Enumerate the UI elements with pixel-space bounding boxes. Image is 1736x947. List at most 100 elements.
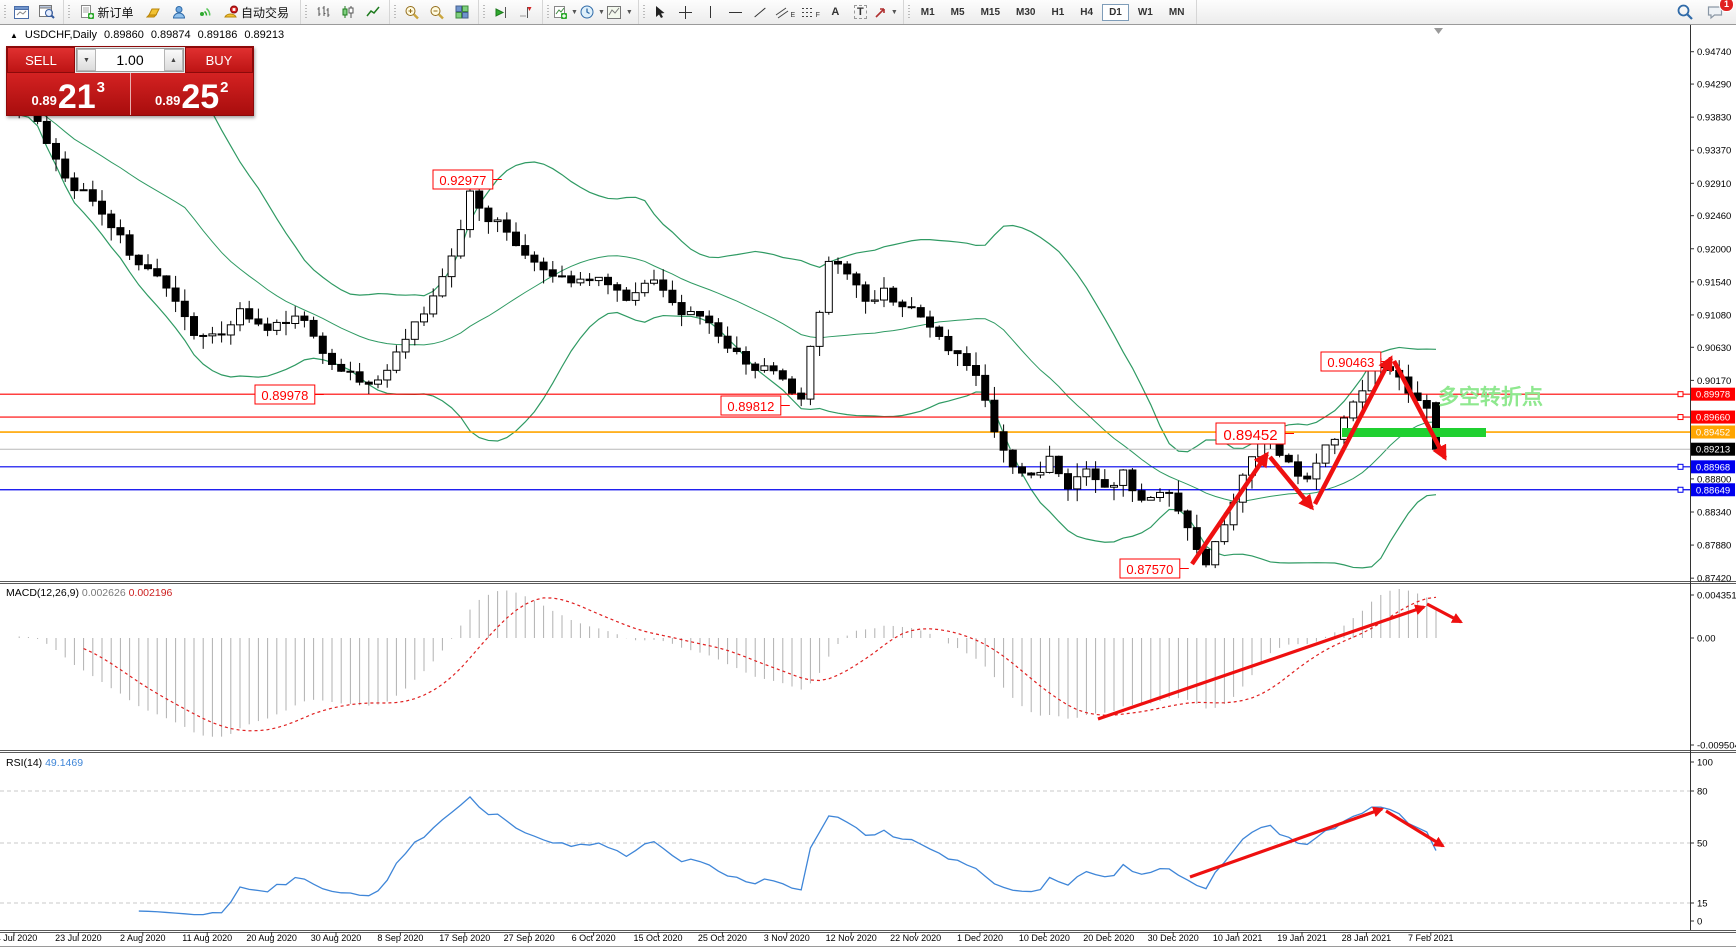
crosshair-tool-button[interactable] (673, 1, 698, 24)
channel-tool-button[interactable]: E (773, 1, 798, 24)
arrows-tool-button[interactable]: ▼ (873, 1, 899, 24)
tile-windows-button[interactable] (449, 1, 474, 24)
indicators-caret-icon: ▼ (571, 8, 578, 16)
channel-e-label: E (790, 11, 796, 19)
timeframe-h1[interactable]: H1 (1051, 6, 1065, 18)
toolbar-group-trade: 新订单 自动交易 (64, 0, 301, 24)
one-click-trading-panel: SELL ▼ 1.00 ▲ BUY 0.89 21 3 0.89 25 2 (6, 46, 254, 116)
text-label-tool-button[interactable]: T (848, 1, 873, 24)
svg-text:10 Jan 2021: 10 Jan 2021 (1213, 933, 1263, 943)
chart-window-button[interactable] (9, 1, 34, 24)
macd-plot (18, 589, 1437, 737)
timeframe-h4[interactable]: H4 (1080, 6, 1094, 18)
autoscroll-button[interactable] (488, 1, 513, 24)
volume-value[interactable]: 1.00 (116, 52, 144, 68)
signals-button[interactable] (191, 1, 216, 24)
hline-tool-button[interactable] (723, 1, 748, 24)
svg-text:15 Oct 2020: 15 Oct 2020 (633, 933, 682, 943)
text-tool-button[interactable]: A (823, 1, 848, 24)
svg-text:12 Nov 2020: 12 Nov 2020 (826, 933, 877, 943)
svg-text:0.89978: 0.89978 (1696, 390, 1730, 401)
candlestick-button[interactable] (335, 1, 360, 24)
symbol-period-label: USDCHF,Daily (24, 29, 98, 41)
indicators-button[interactable]: ▼ (552, 1, 579, 24)
date-axis[interactable]: 14 Jul 2020 23 Jul 2020 2 Aug 2020 11 Aug 2… (0, 932, 1454, 943)
svg-text:6 Oct 2020: 6 Oct 2020 (572, 933, 616, 943)
sell-price[interactable]: 0.89 21 3 (7, 73, 131, 115)
collapse-panel-icon[interactable]: ▲ (10, 30, 18, 40)
svg-text:7 Feb 2021: 7 Feb 2021 (1408, 933, 1454, 943)
svg-text:0.92910: 0.92910 (1697, 179, 1731, 190)
chat-button[interactable]: 1 (1703, 0, 1734, 24)
timeframe-m15[interactable]: M15 (980, 6, 1001, 18)
templates-button[interactable]: ▼ (606, 1, 634, 24)
sell-price-big: 21 (57, 78, 96, 116)
fibonacci-tool-button[interactable]: F (798, 1, 823, 24)
zoom-out-button[interactable] (424, 1, 449, 24)
zoom-in-icon (405, 5, 419, 19)
svg-text:100: 100 (1697, 758, 1713, 769)
trendline-tool-button[interactable] (748, 1, 773, 24)
community-button[interactable] (166, 1, 191, 24)
trend-arrows (1097, 355, 1463, 879)
svg-text:0.92460: 0.92460 (1697, 211, 1731, 222)
arrows-caret-icon: ▼ (890, 8, 898, 16)
vline-tool-button[interactable] (698, 1, 723, 24)
svg-text:27 Sep 2020: 27 Sep 2020 (504, 933, 555, 943)
tile-windows-icon (455, 5, 468, 19)
timeframe-m30[interactable]: M30 (1016, 6, 1036, 18)
toolbar-right: 1 (1672, 0, 1736, 24)
search-button[interactable] (1672, 1, 1697, 24)
svg-text:0: 0 (1697, 917, 1702, 928)
timeframe-d1[interactable]: D1 (1102, 3, 1129, 21)
svg-text:11 Aug 2020: 11 Aug 2020 (182, 933, 232, 943)
timeframe-mn[interactable]: MN (1168, 6, 1185, 18)
autotrade-label: 自动交易 (240, 5, 289, 20)
autotrade-button[interactable]: 自动交易 (216, 1, 296, 24)
svg-text:0.87570: 0.87570 (1126, 562, 1173, 577)
svg-text:0.87420: 0.87420 (1697, 574, 1731, 585)
volume-decrease-button[interactable]: ▼ (77, 49, 96, 71)
volume-increase-button[interactable]: ▲ (164, 49, 183, 71)
svg-text:30 Aug 2020: 30 Aug 2020 (311, 933, 362, 943)
timeframe-m5[interactable]: M5 (950, 6, 965, 18)
cursor-tool-button[interactable] (648, 1, 673, 24)
bar-chart-button[interactable] (310, 1, 335, 24)
toolbar: 新订单 自动交易 (0, 0, 1736, 25)
svg-text:0.00: 0.00 (1697, 634, 1716, 645)
cursor-icon (656, 6, 665, 18)
new-order-button[interactable]: 新订单 (73, 1, 141, 24)
svg-text:1 Dec 2020: 1 Dec 2020 (957, 933, 1003, 943)
zoom-in-button[interactable] (399, 1, 424, 24)
buy-price[interactable]: 0.89 25 2 (131, 73, 254, 115)
horizontal-line-icon (728, 11, 742, 13)
chart-canvas[interactable]: 多空转折点 0.92977 0.89978 0.89812 0.89452 0.90463… (0, 25, 1736, 947)
svg-text:23 Jul 2020: 23 Jul 2020 (55, 933, 102, 943)
svg-text:20 Aug 2020: 20 Aug 2020 (246, 933, 297, 943)
data-window-button[interactable] (34, 1, 59, 24)
chart-window-icon (14, 5, 29, 19)
periods-caret-icon: ▼ (597, 8, 605, 16)
svg-text:0.88340: 0.88340 (1697, 507, 1731, 518)
line-chart-button[interactable] (360, 1, 385, 24)
sell-button[interactable]: SELL (7, 47, 75, 73)
svg-text:0.92977: 0.92977 (439, 173, 486, 188)
text-label-icon: T (853, 5, 867, 19)
svg-text:0.89452: 0.89452 (1696, 428, 1730, 439)
sell-price-prefix: 0.89 (31, 93, 57, 108)
price-axis[interactable]: 0.94740 0.94290 0.93830 0.93370 0.92910 0.924… (1690, 47, 1735, 585)
history-center-button[interactable] (141, 1, 166, 24)
timeframe-w1[interactable]: W1 (1137, 6, 1153, 18)
chart-shift-button[interactable] (513, 1, 538, 24)
svg-text:15: 15 (1697, 899, 1708, 910)
periods-button[interactable]: ▼ (579, 1, 606, 24)
svg-text:0.89812: 0.89812 (727, 399, 774, 414)
svg-text:-0.009504: -0.009504 (1697, 741, 1736, 752)
timeframe-m1[interactable]: M1 (920, 6, 935, 18)
buy-button[interactable]: BUY (185, 47, 253, 73)
chart-shift-marker[interactable] (1434, 28, 1443, 34)
trendline-icon (754, 7, 766, 17)
ohlc-high: 0.89874 (150, 29, 191, 41)
green-support-bar (1342, 428, 1486, 437)
clock-icon (580, 5, 594, 19)
